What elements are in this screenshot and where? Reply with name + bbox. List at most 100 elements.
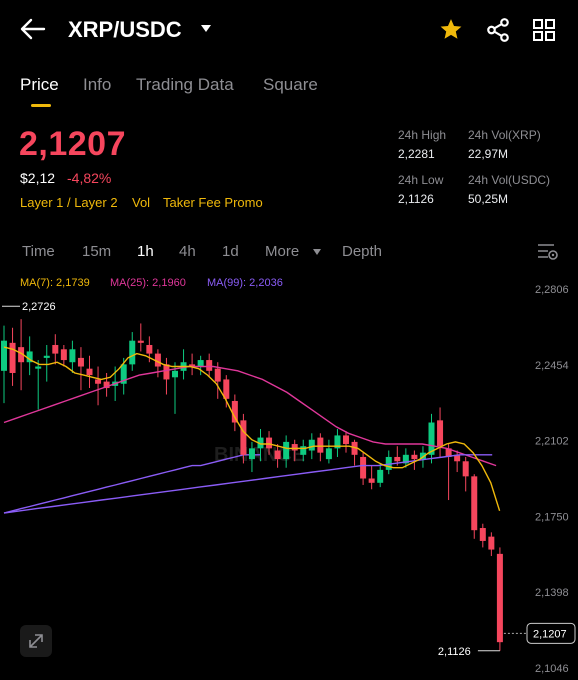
stat-vol-xrp-label: 24h Vol(XRP)	[468, 128, 541, 142]
candle-body	[308, 439, 315, 451]
tab-info[interactable]: Info	[83, 75, 112, 94]
tab-price[interactable]: Price	[20, 75, 59, 94]
candle-body	[197, 360, 204, 367]
candle-body	[351, 441, 358, 455]
last-price: 2,1207	[19, 125, 126, 163]
caret-down-icon[interactable]	[200, 24, 212, 34]
candle-body	[231, 400, 238, 423]
tag-taker-fee[interactable]: Taker Fee Promo	[163, 195, 263, 210]
candle-body	[325, 448, 332, 460]
min-marker-label: 2,1126	[438, 646, 471, 658]
candle-body	[1, 340, 7, 371]
candle-body	[385, 456, 392, 470]
candle-body	[274, 450, 281, 460]
candle-body	[120, 364, 127, 384]
candle-body	[454, 454, 461, 462]
candle-body	[103, 381, 110, 389]
tag-vol[interactable]: Vol	[132, 195, 151, 210]
candle-body	[214, 368, 221, 382]
candle-body	[257, 437, 264, 449]
candle-body	[471, 476, 478, 531]
candle-body	[343, 435, 349, 445]
candle-body	[462, 461, 469, 477]
candle-body	[479, 528, 486, 541]
share-icon[interactable]	[485, 17, 511, 43]
tf-15m[interactable]: 15m	[82, 243, 112, 260]
stat-high-value: 2,2281	[398, 147, 435, 161]
stat-low-label: 24h Low	[398, 173, 444, 187]
tf-more[interactable]: More	[265, 243, 300, 260]
candle-body	[283, 441, 290, 460]
candle-body	[394, 456, 401, 462]
price-change: -4,82%	[67, 170, 112, 186]
candlestick-chart[interactable]: BINANCE2,28062,24542,21022,17502,13982,1…	[0, 270, 578, 680]
candle-body	[129, 340, 136, 365]
tag-layer[interactable]: Layer 1 / Layer 2	[20, 195, 118, 210]
tf-4h[interactable]: 4h	[179, 243, 196, 260]
candle-body	[86, 368, 93, 376]
stat-high-label: 24h High	[398, 128, 447, 142]
candle-body	[206, 360, 213, 371]
candle-body	[317, 437, 324, 453]
y-tick-label: 2,1398	[535, 587, 569, 599]
candle-body	[154, 353, 161, 367]
tab-square[interactable]: Square	[263, 75, 318, 94]
ma7-line	[3, 346, 501, 512]
y-tick-label: 2,2102	[535, 436, 569, 448]
candle-body	[402, 454, 409, 464]
ma99-legend: MA(99): 2,2036	[207, 277, 283, 289]
more-caret-icon[interactable]	[312, 248, 322, 256]
last-price-badge-label: 2,1207	[533, 628, 567, 640]
star-icon[interactable]	[438, 17, 464, 42]
candle-body	[223, 379, 230, 399]
ma25-legend: MA(25): 2,1960	[110, 277, 186, 289]
candle-body	[291, 444, 298, 451]
tab-active-indicator	[31, 104, 51, 107]
stat-vol-usdc-label: 24h Vol(USDC)	[468, 173, 551, 187]
y-tick-label: 2,1046	[535, 663, 569, 675]
candle-body	[43, 355, 50, 358]
tf-depth[interactable]: Depth	[342, 243, 383, 260]
y-tick-label: 2,2806	[535, 284, 569, 296]
candle-body	[26, 351, 33, 363]
candle-body	[60, 349, 67, 361]
candle-body	[9, 342, 16, 373]
chart-settings-icon[interactable]	[537, 242, 559, 262]
tf-time[interactable]: Time	[22, 243, 55, 260]
candle-body	[368, 478, 375, 483]
candle-body	[18, 347, 25, 363]
candle-body	[137, 340, 144, 343]
ma25-line	[3, 365, 497, 467]
grid-icon[interactable]	[532, 18, 556, 42]
candle-body	[266, 437, 273, 449]
candle-body	[189, 364, 196, 367]
ma7-legend: MA(7): 2,1739	[20, 277, 90, 289]
candle-body	[95, 379, 102, 384]
tab-trading-data[interactable]: Trading Data	[136, 75, 234, 94]
expand-icon[interactable]	[20, 625, 52, 657]
back-arrow-icon[interactable]	[20, 17, 46, 41]
candle-body	[146, 344, 153, 354]
candle-body	[172, 370, 178, 378]
candle-body	[488, 536, 495, 550]
candle-body	[377, 469, 384, 483]
usd-price: $2,12	[20, 170, 56, 186]
stat-low-value: 2,1126	[398, 192, 434, 206]
candle-body	[52, 344, 59, 354]
candle-body	[240, 420, 247, 455]
candle-body	[248, 448, 255, 460]
tf-1h[interactable]: 1h	[137, 243, 154, 260]
y-tick-label: 2,2454	[535, 360, 569, 372]
max-marker-label: 2,2726	[22, 301, 56, 313]
candle-body	[69, 349, 76, 363]
tf-1d[interactable]: 1d	[222, 243, 239, 260]
last-price-badge	[526, 622, 576, 644]
pair-title[interactable]: XRP/USDC	[68, 17, 182, 42]
candle-body	[360, 456, 367, 479]
candle-body	[437, 420, 444, 447]
ma99-line	[3, 454, 261, 514]
candle-body	[419, 452, 426, 460]
candle-body	[496, 553, 503, 643]
y-tick-label: 2,1750	[535, 511, 569, 523]
candle-body	[300, 446, 307, 455]
